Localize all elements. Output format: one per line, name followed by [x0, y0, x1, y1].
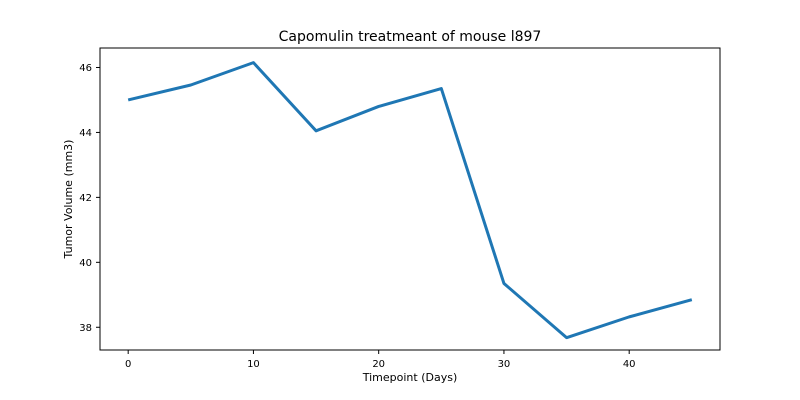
plot-frame: [99, 47, 721, 351]
x-axis-label: Timepoint (Days): [362, 371, 458, 384]
y-tick-label: 40: [79, 258, 92, 269]
x-tick-label: 10: [247, 359, 260, 370]
y-tick-label: 46: [79, 63, 92, 74]
chart-title: Capomulin treatmeant of mouse l897: [279, 29, 542, 45]
series-line: [127, 61, 693, 340]
x-tick-label: 0: [125, 359, 131, 370]
y-axis-label: Tumor Volume (mm3): [62, 140, 75, 260]
x-tick-label: 40: [623, 359, 636, 370]
x-tick-label: 20: [372, 359, 385, 370]
x-tick-label: 30: [498, 359, 511, 370]
y-tick-label: 42: [79, 193, 92, 204]
series-layer: [127, 61, 693, 340]
y-tick-label: 38: [79, 323, 92, 334]
axis-ticks: 0 10 20 30 40 38 40 42 44 46: [79, 63, 635, 370]
y-tick-label: 44: [79, 128, 92, 139]
